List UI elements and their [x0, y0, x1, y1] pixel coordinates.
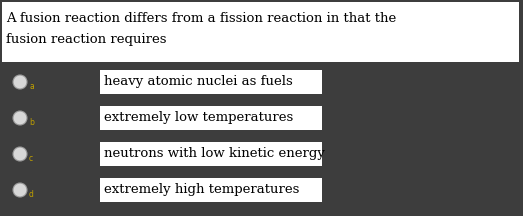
Text: extremely high temperatures: extremely high temperatures: [104, 184, 299, 197]
Text: extremely low temperatures: extremely low temperatures: [104, 111, 293, 124]
Text: fusion reaction requires: fusion reaction requires: [6, 33, 166, 46]
Circle shape: [13, 147, 27, 161]
Text: A fusion reaction differs from a fission reaction in that the: A fusion reaction differs from a fission…: [6, 11, 396, 24]
Text: heavy atomic nuclei as fuels: heavy atomic nuclei as fuels: [104, 76, 293, 89]
Text: c: c: [29, 154, 33, 163]
Circle shape: [13, 183, 27, 197]
FancyBboxPatch shape: [2, 2, 519, 62]
Text: a: a: [29, 82, 34, 91]
FancyBboxPatch shape: [100, 70, 322, 94]
FancyBboxPatch shape: [100, 178, 322, 202]
Circle shape: [13, 111, 27, 125]
FancyBboxPatch shape: [100, 142, 322, 166]
Text: neutrons with low kinetic energy: neutrons with low kinetic energy: [104, 148, 325, 160]
Text: d: d: [29, 190, 34, 199]
Circle shape: [13, 75, 27, 89]
FancyBboxPatch shape: [100, 106, 322, 130]
Text: b: b: [29, 118, 34, 127]
